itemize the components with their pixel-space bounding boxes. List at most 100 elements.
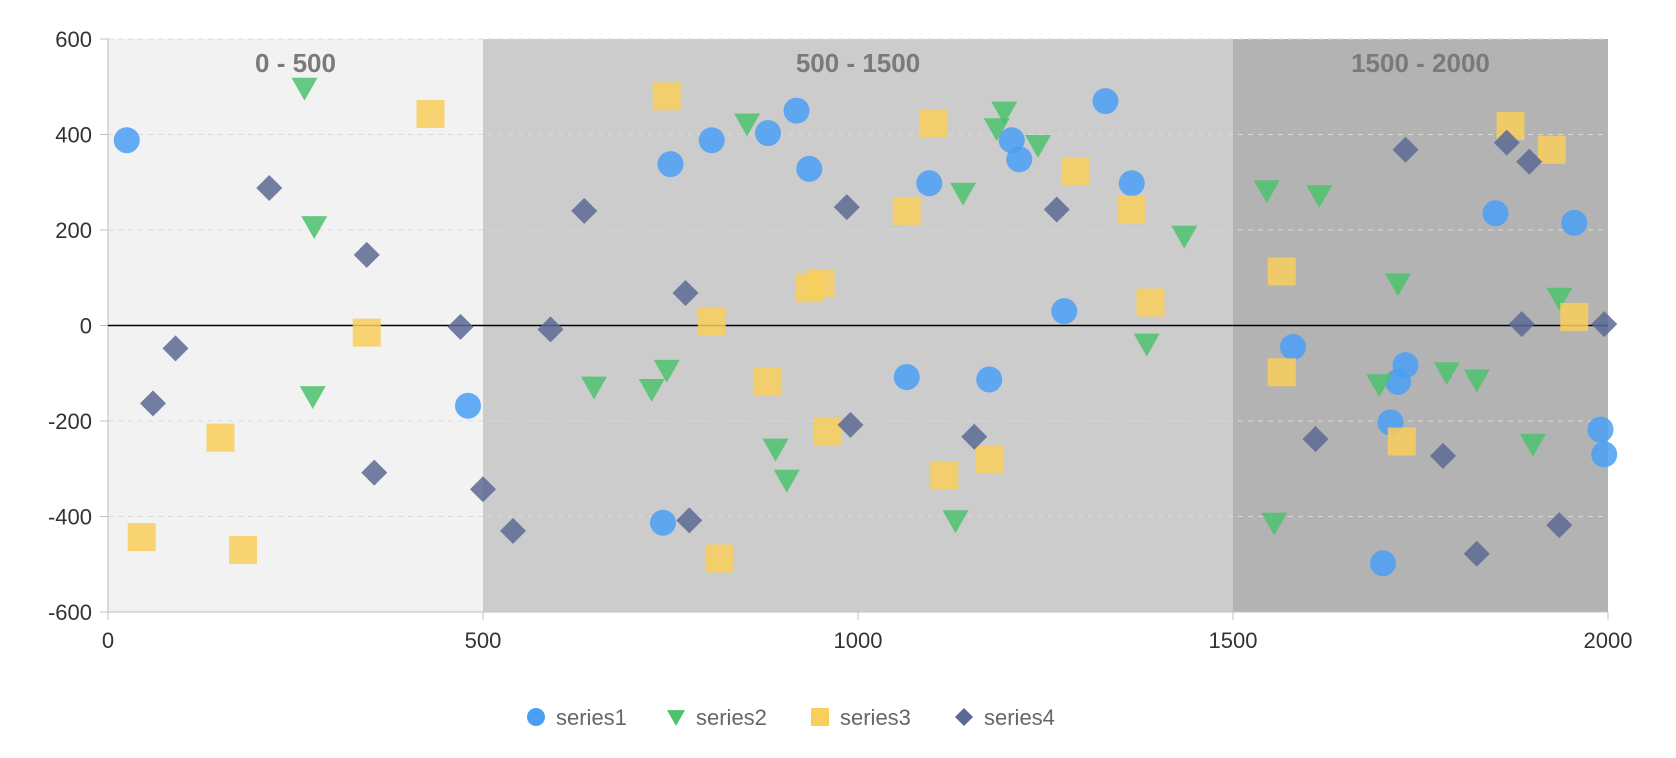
series1-point xyxy=(1051,298,1078,325)
points-layer xyxy=(113,77,1618,577)
series1-point xyxy=(976,366,1003,393)
series4-point xyxy=(833,194,860,221)
series3-point xyxy=(352,318,381,347)
series4-point xyxy=(672,280,699,307)
series1-point xyxy=(1587,416,1614,443)
series2-point xyxy=(299,386,326,410)
series4-point xyxy=(961,423,988,450)
series2-point xyxy=(1025,134,1051,158)
series2-point xyxy=(638,378,665,402)
series1-point xyxy=(893,364,920,391)
series1-point xyxy=(1280,333,1306,360)
x-tick-label: 500 xyxy=(465,628,502,653)
series1-point xyxy=(1118,170,1145,197)
y-tick-label: 600 xyxy=(55,27,92,52)
series2-point xyxy=(1253,180,1280,204)
series-series1 xyxy=(113,88,1618,577)
y-tick-label: -600 xyxy=(48,600,92,625)
series4-point xyxy=(447,313,474,340)
series1-point xyxy=(113,127,140,154)
series2-point xyxy=(1133,333,1160,357)
series4-point xyxy=(470,476,496,503)
series4-point xyxy=(1043,196,1070,223)
series3-point xyxy=(814,417,842,446)
series3-point xyxy=(1537,135,1566,164)
legend-item-series3[interactable]: series3 xyxy=(811,705,911,730)
series1-point xyxy=(755,120,781,147)
legend-label: series1 xyxy=(556,705,627,730)
series1-point xyxy=(1482,200,1509,227)
series4-point xyxy=(1493,129,1520,156)
series2-point xyxy=(301,216,328,240)
series2-point xyxy=(942,510,969,534)
legend-marker xyxy=(527,708,545,726)
legend-item-series4[interactable]: series4 xyxy=(955,705,1055,730)
band-label: 500 - 1500 xyxy=(796,48,920,78)
series3-point xyxy=(705,544,734,573)
series3-point xyxy=(892,196,921,225)
x-tick-label: 1000 xyxy=(834,628,883,653)
y-tick-label: 400 xyxy=(55,123,92,148)
series3-point xyxy=(1560,302,1589,331)
y-tick-label: -200 xyxy=(48,409,92,434)
x-tick-label: 2000 xyxy=(1584,628,1633,653)
series3-point xyxy=(416,99,445,128)
series1-point xyxy=(455,392,481,419)
series1-point xyxy=(1561,209,1588,236)
series3-point xyxy=(697,307,726,336)
series4-point xyxy=(1392,136,1419,163)
legend-marker xyxy=(955,708,973,726)
series4-point xyxy=(676,507,703,534)
series2-point xyxy=(773,469,800,493)
series3-point xyxy=(229,535,257,564)
band-label: 0 - 500 xyxy=(255,48,336,78)
legend-item-series2[interactable]: series2 xyxy=(667,705,767,730)
series-series3 xyxy=(127,82,1589,573)
series3-point xyxy=(1267,358,1296,387)
x-tick-label: 1500 xyxy=(1209,628,1258,653)
y-tick-label: 200 xyxy=(55,218,92,243)
series3-point xyxy=(1061,157,1090,186)
legend-label: series3 xyxy=(840,705,911,730)
legend-item-series1[interactable]: series1 xyxy=(527,705,627,730)
series4-point xyxy=(256,174,283,201)
series2-point xyxy=(1261,512,1288,536)
series4-point xyxy=(1546,512,1573,539)
series2-point xyxy=(1463,369,1490,393)
series2-point xyxy=(1520,433,1546,457)
series2-point xyxy=(581,376,607,400)
series3-point xyxy=(1117,195,1146,224)
legend-label: series4 xyxy=(984,705,1055,730)
series4-point xyxy=(162,335,189,362)
series4-point xyxy=(361,459,388,486)
series1-point xyxy=(650,509,676,536)
series3-point xyxy=(975,445,1004,474)
series2-point xyxy=(762,438,789,462)
series2-point xyxy=(991,101,1018,125)
series2-point xyxy=(1306,185,1333,209)
series1-point xyxy=(1006,146,1033,173)
series3-point xyxy=(1136,288,1165,317)
series4-point xyxy=(1430,442,1456,469)
series4-point xyxy=(353,241,380,268)
series1-point xyxy=(698,127,725,154)
y-tick-label: -400 xyxy=(48,505,92,530)
series4-point xyxy=(537,316,564,343)
series4-point xyxy=(1516,148,1543,175)
x-tick-label: 0 xyxy=(102,628,114,653)
series2-point xyxy=(734,113,760,137)
series1-point xyxy=(657,151,684,178)
series2-point xyxy=(653,359,680,383)
series2-point xyxy=(291,77,318,101)
series2-point xyxy=(950,182,976,206)
series4-point xyxy=(837,411,864,438)
series4-point xyxy=(1591,311,1618,338)
series3-point xyxy=(754,367,782,396)
series3-point xyxy=(652,82,681,111)
series3-point xyxy=(806,269,835,298)
legend-marker xyxy=(667,710,685,726)
series2-point xyxy=(1385,273,1411,297)
series4-point xyxy=(571,197,598,224)
